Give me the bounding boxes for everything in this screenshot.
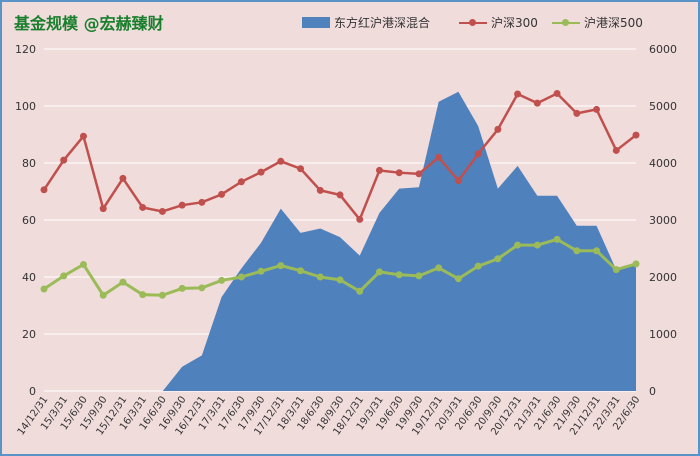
point-hs300-27 [573,109,581,117]
point-hgs500-10 [237,273,245,281]
point-hgs500-25 [533,241,541,249]
legend-item-line500: 沪港深500 [552,12,643,32]
point-hgs500-23 [494,255,502,263]
legend-label-line300: 沪深300 [491,15,538,30]
point-hs300-14 [316,186,324,194]
point-hgs500-22 [474,262,482,270]
point-hgs500-14 [316,273,324,281]
point-hs300-7 [178,201,186,209]
point-hgs500-6 [158,291,166,299]
point-hs300-18 [395,169,403,177]
point-hs300-15 [336,191,344,199]
legend-label-area: 东方红沪港深混合 [334,15,431,30]
point-hs300-23 [494,125,502,133]
point-hgs500-17 [375,268,383,276]
point-hgs500-12 [277,262,285,270]
point-hs300-24 [514,90,522,98]
legend-swatch-line300 [459,17,487,28]
point-hgs500-0 [40,285,48,293]
point-hgs500-15 [336,276,344,284]
y-left-tick-6: 120 [15,43,36,56]
point-hs300-28 [593,105,601,113]
point-hs300-17 [375,166,383,174]
point-hs300-30 [632,131,640,139]
point-hgs500-24 [514,241,522,249]
y-right-tick-5: 5000 [649,100,677,113]
y-right-tick-2: 2000 [649,271,677,284]
point-hs300-29 [612,146,620,154]
point-hgs500-18 [395,271,403,279]
point-hs300-26 [553,89,561,97]
y-left-tick-5: 100 [15,100,36,113]
y-right-tick-0: 0 [649,385,656,398]
point-hgs500-27 [573,247,581,255]
point-hs300-0 [40,186,48,194]
point-hs300-8 [198,198,206,206]
y-right-tick-6: 6000 [649,43,677,56]
point-hgs500-8 [198,284,206,292]
point-hs300-3 [99,205,107,213]
legend-swatch-area [302,16,330,28]
point-hs300-20 [435,153,443,161]
y-left-tick-1: 20 [22,328,36,341]
chart-title: 基金规模 @宏赫臻财 [14,14,164,33]
y-left-tick-0: 0 [29,385,36,398]
point-hgs500-3 [99,291,107,299]
point-hgs500-11 [257,267,265,275]
point-hgs500-1 [60,272,68,280]
y-right-tick-4: 4000 [649,157,677,170]
point-hgs500-5 [139,291,147,299]
point-hgs500-19 [415,272,423,280]
y-right-tick-3: 3000 [649,214,677,227]
y-left-tick-3: 60 [22,214,36,227]
point-hgs500-29 [612,266,620,274]
point-hgs500-2 [79,260,87,268]
point-hs300-16 [356,215,364,223]
point-hs300-4 [119,174,127,182]
point-hgs500-16 [356,287,364,295]
point-hs300-22 [474,150,482,158]
legend-label-line500: 沪港深500 [584,15,643,30]
point-hgs500-28 [593,247,601,255]
point-hs300-25 [533,99,541,107]
point-hs300-6 [158,207,166,215]
point-hs300-12 [277,157,285,165]
legend-item-area: 东方红沪港深混合 [302,12,430,32]
point-hgs500-9 [218,276,226,284]
y-left-tick-4: 80 [22,157,36,170]
point-hs300-2 [79,132,87,140]
point-hgs500-20 [435,264,443,272]
point-hs300-13 [297,165,305,173]
legend-swatch-line500 [552,17,580,28]
point-hs300-11 [257,168,265,176]
point-hgs500-4 [119,278,127,286]
point-hs300-5 [139,203,147,211]
point-hgs500-13 [297,267,305,275]
point-hgs500-30 [632,260,640,268]
point-hs300-1 [60,156,68,164]
point-hgs500-26 [553,235,561,243]
legend-item-line300: 沪深300 [459,12,538,32]
point-hgs500-21 [454,275,462,283]
point-hs300-19 [415,170,423,178]
point-hs300-9 [218,190,226,198]
area-series-fund-size [162,91,636,391]
point-hs300-10 [237,178,245,186]
y-left-tick-2: 40 [22,271,36,284]
point-hgs500-7 [178,284,186,292]
point-hs300-21 [454,177,462,185]
y-right-tick-1: 1000 [649,328,677,341]
